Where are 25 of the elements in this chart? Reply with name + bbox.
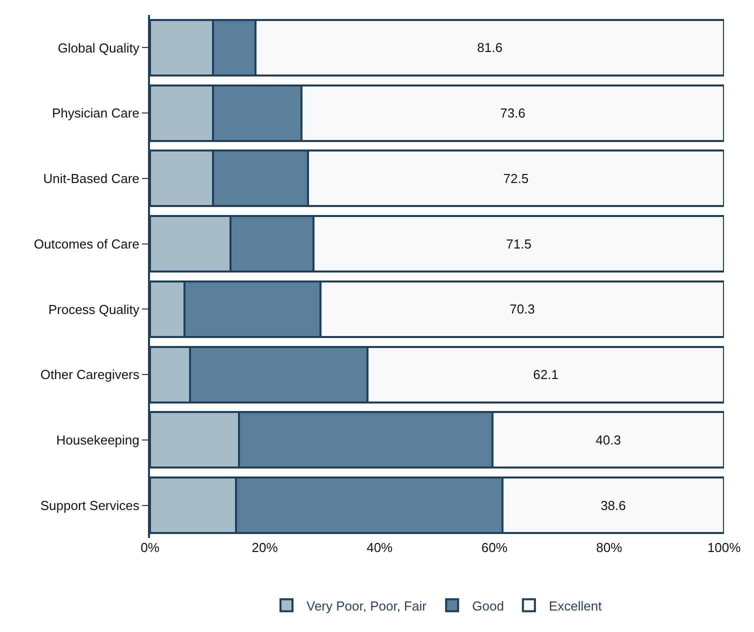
y-tick-label: Other Caregivers <box>40 367 140 382</box>
data-label: 72.5 <box>503 170 529 186</box>
data-label: 62.1 <box>533 367 558 382</box>
x-tick-label: 100% <box>707 540 742 555</box>
legend-label: Good <box>472 598 504 614</box>
y-tick-label: Outcomes of Care <box>34 236 140 252</box>
x-tick-label: 20% <box>252 540 278 555</box>
y-tick-label: Global Quality <box>58 40 140 56</box>
x-tick-label: 80% <box>596 540 623 555</box>
data-label: 38.6 <box>600 498 626 513</box>
data-label: 40.3 <box>596 432 621 448</box>
y-tick-label: Physician Care <box>52 106 140 121</box>
legend-label: Excellent <box>548 598 602 614</box>
x-tick-label: 40% <box>366 540 394 555</box>
x-tick-label: 0% <box>140 540 160 555</box>
data-label: 81.6 <box>477 40 502 56</box>
y-tick-label: Housekeeping <box>56 432 140 448</box>
x-tick-label: 60% <box>481 540 508 555</box>
y-tick-label: Process Quality <box>48 302 140 317</box>
data-label: 73.6 <box>500 106 526 121</box>
y-tick-label: Unit-Based Care <box>43 170 140 186</box>
legend-label: Very Poor, Poor, Fair <box>306 598 428 614</box>
data-label: 70.3 <box>510 302 535 317</box>
y-tick-label: Support Services <box>40 498 140 513</box>
data-label: 71.5 <box>506 236 532 252</box>
